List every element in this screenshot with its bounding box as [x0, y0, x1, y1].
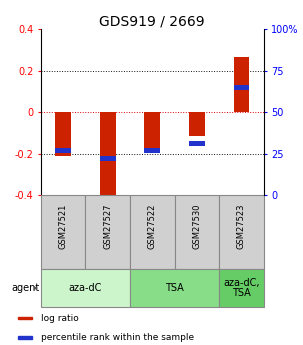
Bar: [234, 57, 249, 112]
Text: agent: agent: [12, 283, 40, 293]
Bar: [145, 148, 160, 153]
Text: GSM27521: GSM27521: [59, 204, 68, 249]
Text: aza-dC,
TSA: aza-dC, TSA: [223, 278, 260, 298]
Text: aza-dC: aza-dC: [69, 283, 102, 293]
Text: percentile rank within the sample: percentile rank within the sample: [41, 333, 194, 342]
Bar: [234, 85, 249, 90]
Text: GSM27530: GSM27530: [192, 204, 201, 249]
Bar: [41, 269, 130, 307]
Bar: [55, 112, 71, 156]
Bar: [100, 156, 115, 161]
Bar: [100, 112, 115, 201]
Title: GDS919 / 2669: GDS919 / 2669: [99, 14, 205, 28]
Text: GSM27523: GSM27523: [237, 204, 246, 249]
Bar: [130, 269, 219, 307]
Text: TSA: TSA: [165, 283, 184, 293]
Text: GSM27522: GSM27522: [148, 204, 157, 249]
Bar: [219, 195, 264, 269]
Bar: [189, 141, 205, 146]
Bar: [85, 195, 130, 269]
Text: log ratio: log ratio: [41, 314, 79, 323]
Bar: [41, 195, 85, 269]
Bar: [55, 148, 71, 153]
Bar: [130, 195, 175, 269]
Bar: [219, 269, 264, 307]
Bar: [145, 112, 160, 148]
Bar: [175, 195, 219, 269]
Bar: [18, 336, 32, 338]
Bar: [18, 317, 32, 319]
Bar: [189, 112, 205, 136]
Text: GSM27527: GSM27527: [103, 204, 112, 249]
